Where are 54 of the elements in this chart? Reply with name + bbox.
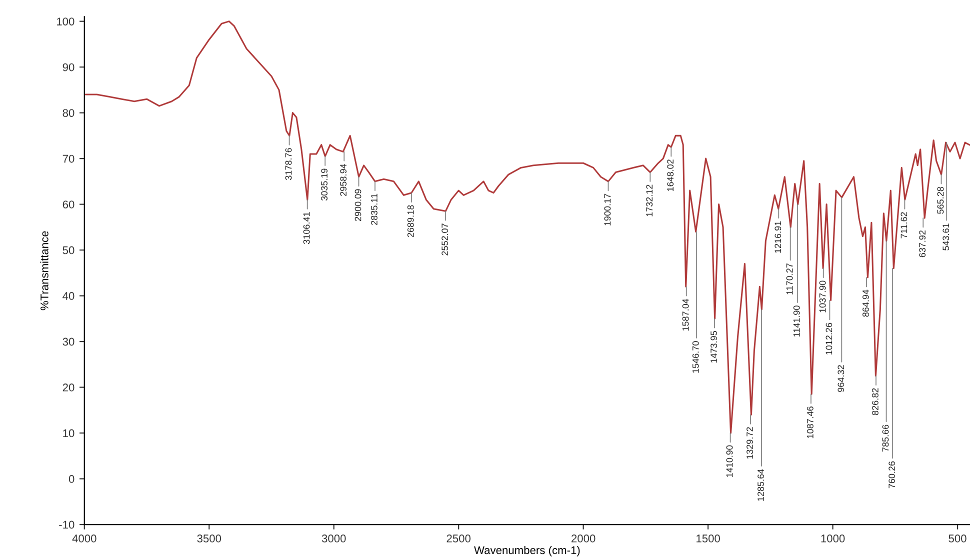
y-tick-label: 40 <box>62 292 74 300</box>
annotation: 964.32 <box>838 365 844 392</box>
annotation: 3106.41 <box>303 212 310 244</box>
annotation: 1587.04 <box>682 298 689 331</box>
y-tick-label: 0 <box>68 475 74 483</box>
annotation: 1900.17 <box>604 194 611 226</box>
annotation: 543.61 <box>942 224 950 250</box>
annotation: 3035.19 <box>321 168 328 201</box>
annotation: 1546.70 <box>692 341 699 373</box>
y-tick-label: 80 <box>62 109 74 117</box>
y-tick-label: -10 <box>59 520 74 529</box>
annotation: 760.26 <box>888 461 896 488</box>
y-tick-label: 100 <box>56 18 74 26</box>
annotation: 1216.91 <box>774 221 782 253</box>
annotation: 1087.46 <box>807 406 814 438</box>
annotation: 1329.72 <box>746 427 753 459</box>
x-tick-label: 500 <box>948 534 966 542</box>
y-tick-label: 70 <box>62 154 74 163</box>
annotation: 1285.64 <box>758 469 764 501</box>
x-tick-label: 1500 <box>696 534 720 542</box>
annotation: 1037.90 <box>819 280 826 312</box>
y-tick-label: 60 <box>62 200 74 208</box>
y-tick-label: 30 <box>62 338 74 346</box>
annotation: 1141.90 <box>793 306 800 337</box>
annotation: 826.82 <box>872 388 878 416</box>
annotation: 565.28 <box>937 186 944 214</box>
x-tick-label: 3500 <box>197 534 222 542</box>
x-tick-label: 4000 <box>72 534 96 542</box>
annotation: 2552.07 <box>442 224 448 256</box>
annotation: 1732.12 <box>646 184 653 216</box>
x-tick-label: 2500 <box>446 534 471 542</box>
y-tick-label: 90 <box>62 63 74 72</box>
annotation: 2835.11 <box>371 194 378 225</box>
annotation: 2689.18 <box>407 205 414 238</box>
x-tick-label: 1000 <box>821 534 845 542</box>
y-tick-label: 50 <box>62 246 74 254</box>
annotation: 1410.90 <box>726 445 733 477</box>
annotation: 785.66 <box>882 424 889 452</box>
x-tick-label: 3000 <box>322 534 346 542</box>
x-tick-label: 2000 <box>572 534 596 542</box>
x-axis-title: Wavenumbers (cm-1) <box>474 546 580 556</box>
y-tick-label: 20 <box>62 384 74 392</box>
annotation: 1648.02 <box>667 160 674 192</box>
y-tick-label: 10 <box>63 429 74 438</box>
annotation: 1012.26 <box>826 322 832 354</box>
annotation: 2958.94 <box>340 164 347 196</box>
annotation: 711.62 <box>900 212 908 238</box>
annotation: 637.92 <box>919 230 926 258</box>
annotation: 3178.76 <box>285 148 292 180</box>
annotation: 1473.95 <box>710 331 717 363</box>
annotation: 2900.09 <box>354 189 362 222</box>
annotation: 864.94 <box>862 290 869 317</box>
annotation: 1170.27 <box>786 264 793 294</box>
y-axis-title: %Transmittance <box>40 231 48 310</box>
